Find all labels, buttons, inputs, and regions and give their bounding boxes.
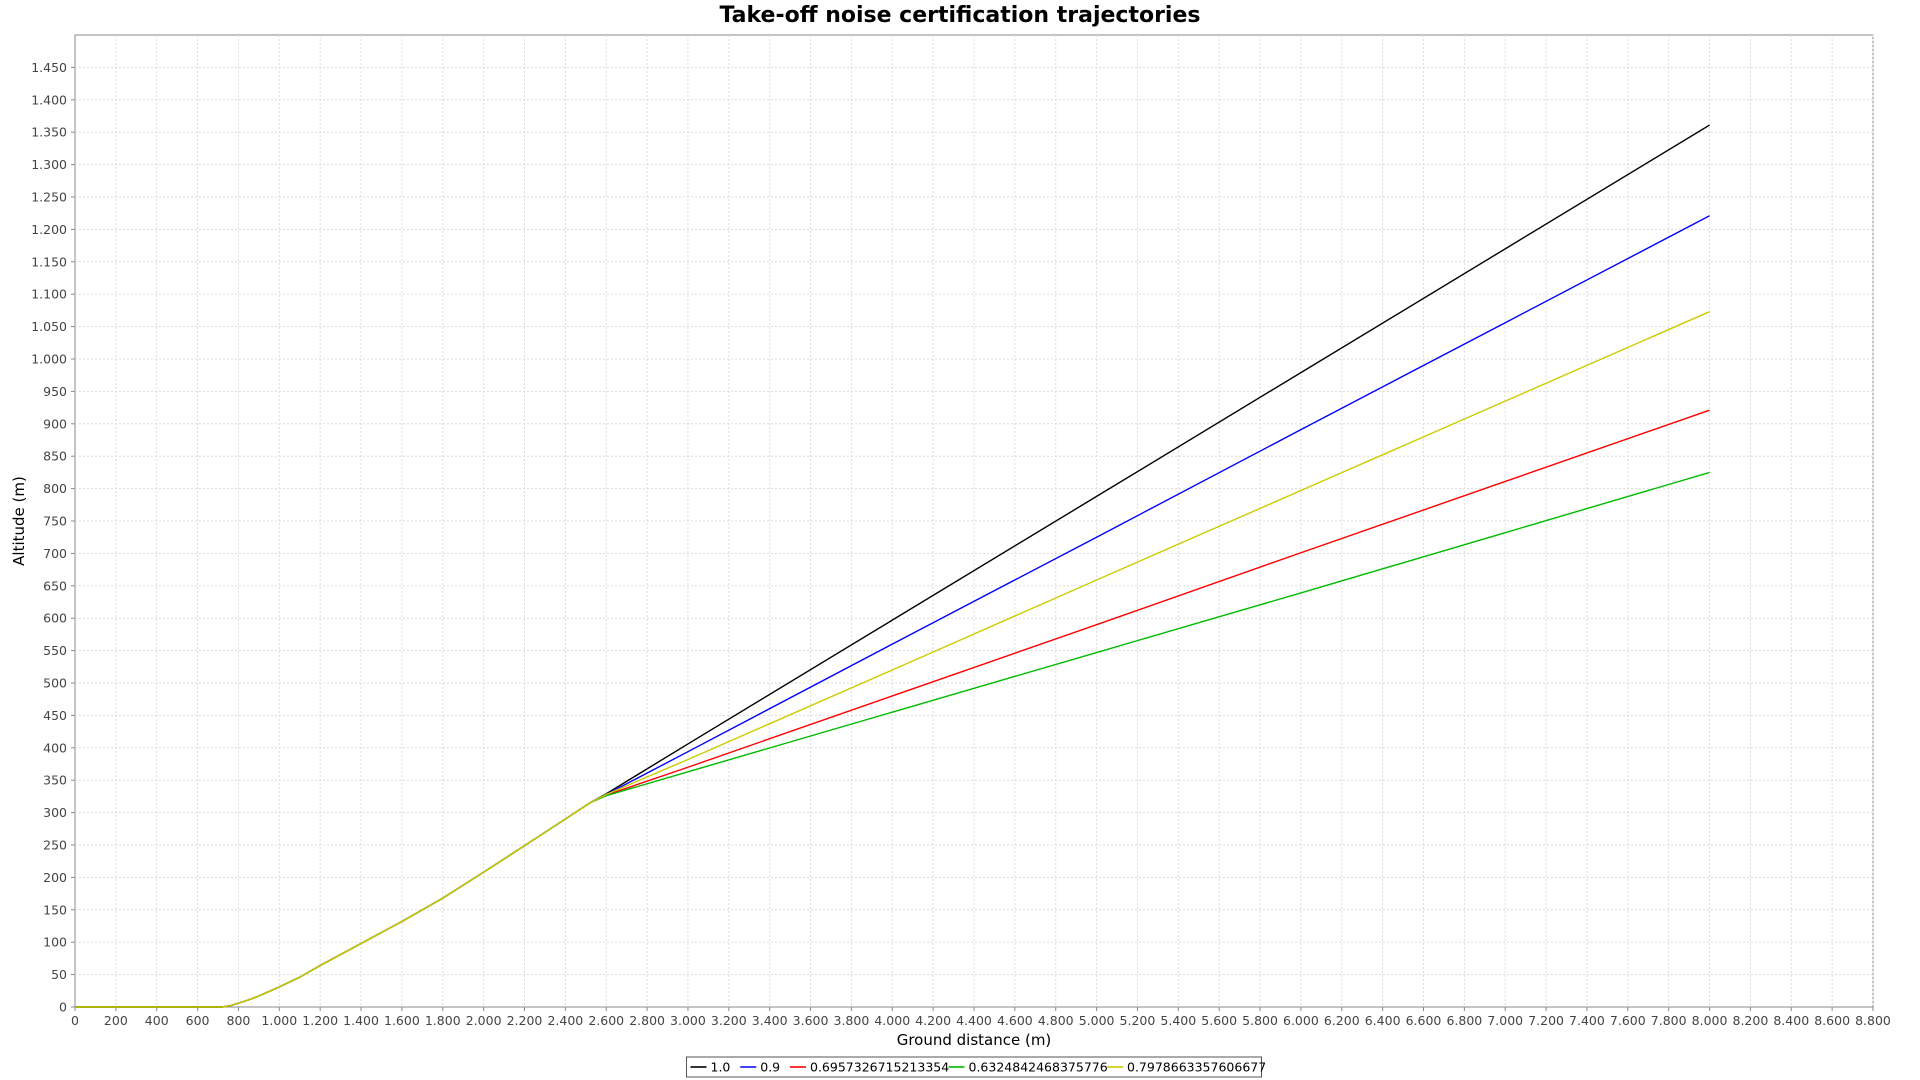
- series-line-4: [75, 311, 1710, 1008]
- y-tick-label: 400: [43, 740, 67, 755]
- x-tick-label: 6.400: [1365, 1013, 1401, 1028]
- y-tick-label: 1.450: [31, 60, 67, 75]
- x-tick-label: 8.800: [1855, 1013, 1891, 1028]
- y-tick-label: 350: [43, 773, 67, 788]
- y-tick-label: 750: [43, 514, 67, 529]
- x-tick-label: 1.400: [343, 1013, 379, 1028]
- y-tick-label: 950: [43, 384, 67, 399]
- legend-label-3: 0.6324842468375776: [969, 1060, 1108, 1075]
- x-tick-label: 600: [186, 1013, 210, 1028]
- legend-label-4: 0.7978663357606677: [1127, 1060, 1266, 1075]
- y-tick-label: 100: [43, 935, 67, 950]
- x-tick-label: 7.200: [1528, 1013, 1564, 1028]
- x-tick-label: 6.800: [1446, 1013, 1482, 1028]
- y-tick-label: 300: [43, 805, 67, 820]
- x-tick-label: 7.000: [1487, 1013, 1523, 1028]
- y-tick-label: 1.100: [31, 287, 67, 302]
- x-tick-label: 1.800: [425, 1013, 461, 1028]
- y-tick-label: 900: [43, 416, 67, 431]
- legend-label-0: 1.0: [711, 1060, 731, 1075]
- x-tick-label: 6.000: [1283, 1013, 1319, 1028]
- x-tick-label: 4.400: [956, 1013, 992, 1028]
- x-tick-label: 8.200: [1733, 1013, 1769, 1028]
- x-tick-label: 3.000: [670, 1013, 706, 1028]
- y-tick-label: 0: [59, 1000, 67, 1015]
- series-layer: [75, 124, 1710, 1008]
- y-tick-label: 1.150: [31, 254, 67, 269]
- y-tick-label: 450: [43, 708, 67, 723]
- y-tick-label: 1.250: [31, 190, 67, 205]
- x-tick-label: 4.000: [874, 1013, 910, 1028]
- x-tick-label: 2.400: [547, 1013, 583, 1028]
- axes-layer: 0 200 400 600 800 1.000 1.200 1.400 1.600 1.800 2.…: [31, 60, 1891, 1028]
- y-tick-label: 1.300: [31, 157, 67, 172]
- x-tick-label: 1.200: [302, 1013, 338, 1028]
- x-tick-label: 2.600: [588, 1013, 624, 1028]
- x-tick-label: 2.800: [629, 1013, 665, 1028]
- x-tick-label: 4.800: [1038, 1013, 1074, 1028]
- y-tick-label: 250: [43, 838, 67, 853]
- x-tick-label: 4.200: [915, 1013, 951, 1028]
- x-tick-label: 7.400: [1569, 1013, 1605, 1028]
- x-tick-label: 8.000: [1692, 1013, 1728, 1028]
- x-tick-label: 5.000: [1079, 1013, 1115, 1028]
- y-tick-label: 1.200: [31, 222, 67, 237]
- x-tick-label: 4.600: [997, 1013, 1033, 1028]
- x-tick-label: 0: [71, 1013, 79, 1028]
- y-tick-label: 200: [43, 870, 67, 885]
- legend-label-1: 0.9: [760, 1060, 780, 1075]
- x-tick-label: 8.400: [1773, 1013, 1809, 1028]
- x-tick-label: 200: [104, 1013, 128, 1028]
- y-tick-label: 150: [43, 902, 67, 917]
- legend-box: [686, 1056, 1262, 1078]
- y-tick-label: 650: [43, 578, 67, 593]
- x-tick-label: 6.200: [1324, 1013, 1360, 1028]
- x-tick-label: 5.200: [1120, 1013, 1156, 1028]
- legend-label-2: 0.6957326715213354: [810, 1060, 949, 1075]
- x-tick-label: 800: [227, 1013, 251, 1028]
- y-tick-label: 1.400: [31, 92, 67, 107]
- x-tick-label: 5.400: [1160, 1013, 1196, 1028]
- x-tick-label: 7.800: [1651, 1013, 1687, 1028]
- x-tick-label: 8.600: [1814, 1013, 1850, 1028]
- x-tick-label: 1.600: [384, 1013, 420, 1028]
- y-tick-label: 800: [43, 481, 67, 496]
- x-tick-label: 3.600: [793, 1013, 829, 1028]
- chart-title: Take-off noise certification trajectorie…: [719, 3, 1200, 28]
- y-tick-label: 600: [43, 611, 67, 626]
- x-tick-label: 2.200: [507, 1013, 543, 1028]
- x-tick-label: 1.000: [261, 1013, 297, 1028]
- y-tick-label: 500: [43, 676, 67, 691]
- x-tick-label: 3.400: [752, 1013, 788, 1028]
- x-axis-label: Ground distance (m): [897, 1031, 1052, 1049]
- y-tick-label: 550: [43, 643, 67, 658]
- legend: 1.0 0.9 0.6957326715213354 0.63248424683757…: [686, 1056, 1266, 1078]
- x-tick-label: 6.600: [1406, 1013, 1442, 1028]
- x-tick-label: 400: [145, 1013, 169, 1028]
- x-tick-label: 3.800: [834, 1013, 870, 1028]
- y-axis-label: Altitude (m): [10, 476, 28, 566]
- x-tick-label: 3.200: [711, 1013, 747, 1028]
- y-tick-label: 1.000: [31, 352, 67, 367]
- x-tick-label: 7.600: [1610, 1013, 1646, 1028]
- x-tick-label: 2.000: [466, 1013, 502, 1028]
- x-tick-label: 5.600: [1201, 1013, 1237, 1028]
- y-tick-label: 1.350: [31, 125, 67, 140]
- x-tick-label: 5.800: [1242, 1013, 1278, 1028]
- y-tick-label: 1.050: [31, 319, 67, 334]
- grid-layer: [75, 35, 1874, 1007]
- y-tick-label: 50: [51, 967, 67, 982]
- y-tick-label: 850: [43, 449, 67, 464]
- y-tick-label: 700: [43, 546, 67, 561]
